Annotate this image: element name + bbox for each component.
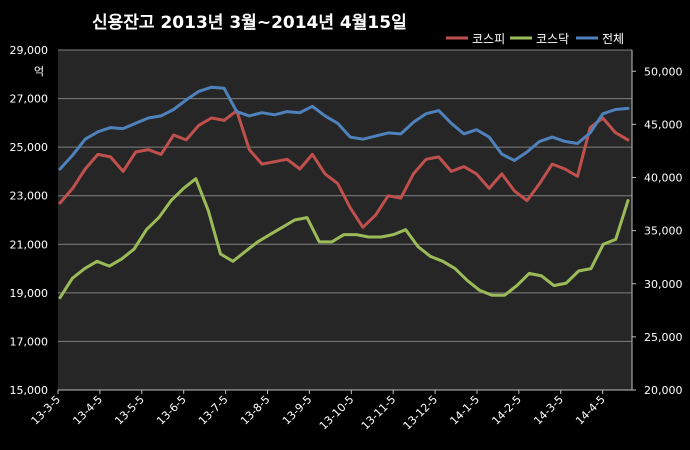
left-tick-label: 23,000: [10, 190, 49, 203]
series-line-코스피: [58, 109, 630, 229]
right-tick-label: 30,000: [644, 278, 683, 291]
series-line-코스닥: [58, 177, 630, 300]
left-tick-label: 21,000: [10, 238, 49, 251]
left-tick-label: 29,000: [10, 44, 49, 57]
right-tick-label: 25,000: [644, 331, 683, 344]
left-tick-label: 19,000: [10, 287, 49, 300]
legend-label: 코스닥: [536, 32, 569, 46]
left-tick-label: 27,000: [10, 93, 49, 106]
series-layer: [58, 85, 630, 300]
left-axis-unit: 억: [34, 65, 44, 78]
left-tick-label: 15,000: [10, 384, 49, 397]
left-tick-label: 25,000: [10, 141, 49, 154]
right-tick-label: 35,000: [644, 225, 683, 238]
chart-title: 신용잔고 2013년 3월~2014년 4월15일: [92, 13, 407, 33]
right-y-axis: 20,000 25,000 30,000 35,000 40,000 45,000 50,0…: [631, 50, 683, 397]
right-tick-label: 50,000: [644, 65, 683, 78]
left-y-axis: 15,000 17,000 19,000 21,000 23,000 25,000 27,0…: [10, 44, 49, 397]
series-line-전체: [58, 85, 630, 171]
right-tick-label: 40,000: [644, 172, 683, 185]
left-tick-label: 17,000: [10, 335, 49, 348]
plot-area: [58, 50, 632, 390]
legend-label: 코스피: [472, 32, 505, 46]
legend-label: 전체: [602, 32, 624, 46]
right-tick-label: 45,000: [644, 118, 683, 131]
right-tick-label: 20,000: [644, 384, 683, 397]
legend: 코스피 코스닥 전체: [446, 32, 624, 46]
